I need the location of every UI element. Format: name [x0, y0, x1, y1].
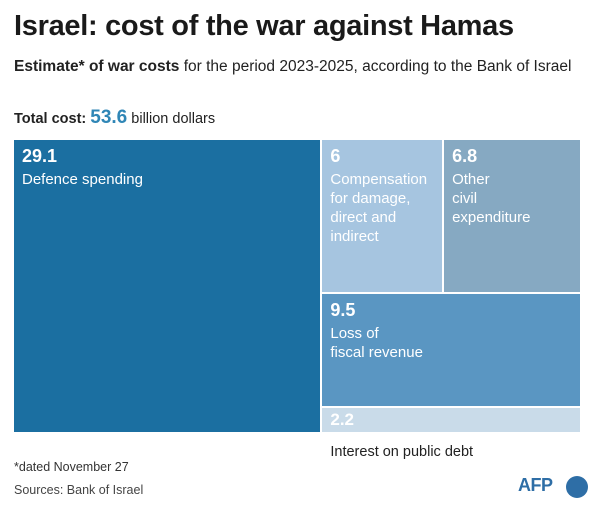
total-cost-unit: billion dollars: [127, 111, 216, 127]
tile-value: 29.1: [22, 146, 58, 166]
afp-logo-text: AFP: [518, 475, 553, 495]
subtitle-bold: Estimate* of war costs: [14, 58, 180, 75]
subtitle-rest: for the period 2023-2025, according to t…: [179, 58, 572, 75]
tile-value: 6: [330, 146, 341, 166]
source-note: Sources: Bank of Israel: [14, 483, 144, 497]
afp-logo: AFP: [518, 475, 588, 501]
interest-label: Interest on public debt: [330, 444, 474, 460]
tile-defence-spending: 29.1 Defence spending: [14, 140, 323, 434]
footnote: *dated November 27: [14, 460, 129, 474]
tile-label: Loss of fiscal revenue: [330, 324, 423, 361]
total-cost-value: 53.6: [90, 107, 128, 128]
total-cost-label: Total cost:: [14, 111, 87, 127]
afp-logo-dot: [566, 476, 588, 498]
chart-subtitle: Estimate* of war costs for the period 20…: [14, 57, 574, 76]
tile-label: Compensation for damage, direct and indi…: [330, 171, 428, 245]
tile-loss-fiscal-revenue: 9.5 Loss of fiscal revenue: [322, 293, 582, 408]
tile-value: 6.8: [452, 146, 478, 166]
chart-title: Israel: cost of the war against Hamas: [14, 10, 514, 42]
tile-interest: 2.2: [322, 407, 582, 434]
total-cost: Total cost: 53.6 billion dollars: [14, 107, 215, 129]
tile-value: 2.2: [330, 409, 354, 429]
tile-label: Other civil expenditure: [452, 171, 531, 226]
tile-other-civil: 6.8 Other civil expenditure: [444, 140, 582, 294]
tile-value: 9.5: [330, 299, 356, 320]
tile-compensation: 6 Compensation for damage, direct and ind…: [322, 140, 445, 294]
tile-label: Defence spending: [22, 171, 143, 188]
